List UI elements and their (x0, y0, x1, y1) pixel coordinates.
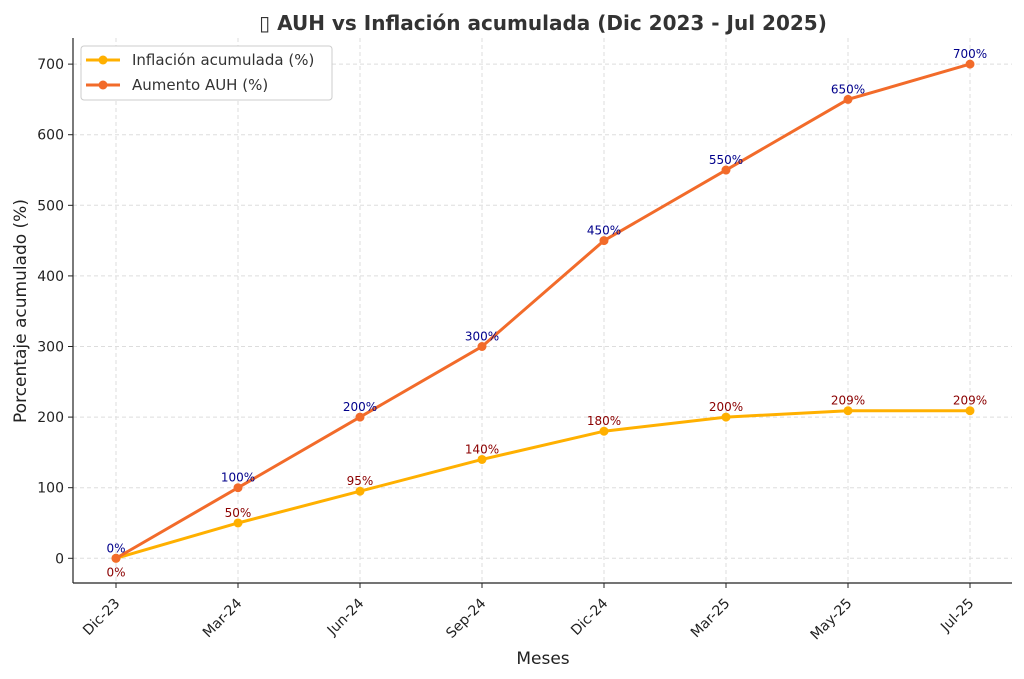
data-label: 450% (587, 224, 621, 238)
x-tick-label: Mar-24 (200, 596, 246, 642)
data-label: 700% (953, 47, 987, 61)
data-point (843, 406, 853, 416)
y-tick-label: 700 (37, 57, 64, 73)
data-point (477, 342, 487, 352)
y-tick-label: 300 (37, 340, 64, 356)
data-label: 200% (343, 400, 377, 414)
data-point (355, 412, 365, 422)
series-line (115, 409, 970, 560)
data-point (965, 59, 975, 69)
legend-entry: Inflación acumulada (%) (132, 51, 314, 69)
data-point (477, 454, 487, 464)
data-label: 550% (709, 153, 743, 167)
data-point (843, 94, 853, 104)
x-tick-label: Dic-23 (80, 596, 123, 639)
grid (73, 38, 1012, 583)
data-label: 50% (225, 506, 252, 520)
x-tick-label: Dic-24 (568, 596, 611, 639)
x-tick-label: Jun-24 (324, 596, 368, 640)
data-label: 209% (831, 394, 865, 408)
y-tick-label: 400 (37, 269, 64, 285)
y-tick-label: 600 (37, 128, 64, 144)
legend-entry: Aumento AUH (%) (132, 76, 268, 94)
series-auh: 0% 100% 200% 300% 450% 550% 650% 700% (106, 47, 987, 563)
data-point (721, 412, 731, 422)
data-label: 209% (953, 394, 987, 408)
legend-marker (98, 80, 108, 90)
series-line (115, 62, 971, 560)
y-axis-label: Porcentaje acumulado (%) (11, 199, 31, 423)
data-point (355, 486, 365, 496)
data-point (233, 518, 243, 528)
data-point (233, 483, 243, 493)
data-point (721, 165, 731, 175)
data-point (599, 426, 609, 436)
y-tick-label: 500 (37, 198, 64, 214)
data-label: 180% (587, 414, 621, 428)
data-label: 0% (106, 541, 125, 555)
data-label: 300% (465, 330, 499, 344)
data-point (111, 553, 121, 563)
y-tick-label: 100 (37, 481, 64, 497)
data-label: 0% (106, 565, 125, 579)
legend-marker (98, 55, 108, 65)
legend-box (80, 45, 333, 101)
series-inflacion: 0% 50% 95% 140% 180% 200% 209% 209% (106, 394, 987, 580)
data-label: 200% (709, 400, 743, 414)
x-tick-label: Sep-24 (443, 596, 489, 642)
x-tick-label: May-25 (808, 596, 856, 644)
data-point (599, 236, 609, 246)
data-label: 100% (221, 471, 255, 485)
plot-area: 0% 50% 95% 140% 180% 200% 209% 209% 0% 100% 200% 30… (106, 47, 987, 579)
chart-title: ▯ AUH vs Inflación acumulada (Dic 2023 -… (259, 11, 827, 35)
data-label: 650% (831, 82, 865, 96)
data-point (965, 406, 975, 416)
y-tick-label: 0 (55, 551, 64, 567)
x-axis-label: Meses (516, 649, 569, 669)
x-tick-label: Mar-25 (688, 596, 734, 642)
data-label: 140% (465, 442, 499, 456)
axes: Dic-23 Mar-24 Jun-24 Sep-24 Dic-24 Mar-25 May-… (37, 38, 1012, 643)
y-tick-label: 200 (37, 410, 64, 426)
x-tick-label: Jul-25 (937, 596, 977, 636)
data-label: 95% (347, 474, 374, 488)
legend: Inflación acumulada (%) Aumento AUH (%) (80, 45, 333, 101)
